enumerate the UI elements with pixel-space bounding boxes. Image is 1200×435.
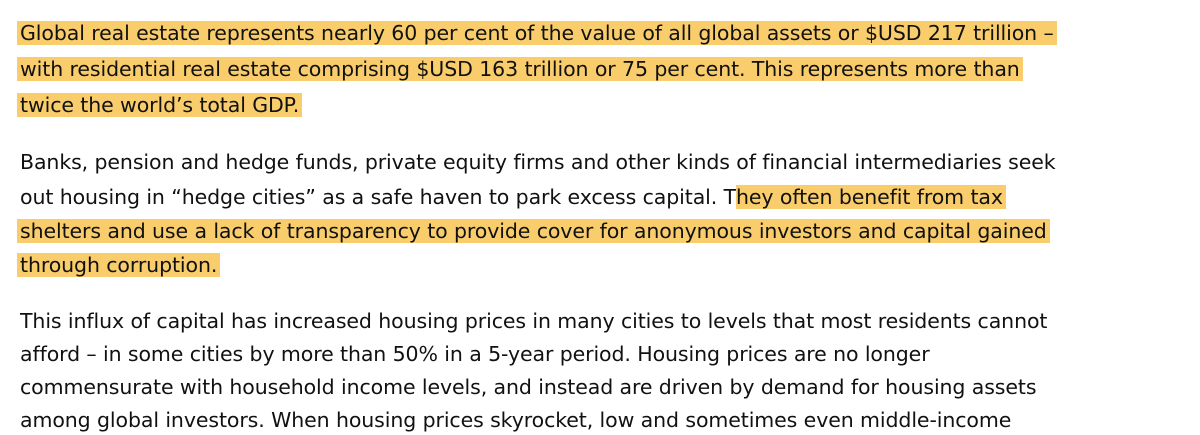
paragraph-2-line-3: shelters and use a lack of transparency … <box>17 214 1050 248</box>
highlighted-text: with residential real estate comprising … <box>17 57 1023 81</box>
body-text: This influx of capital has increased hou… <box>20 309 1048 333</box>
highlighted-text: shelters and use a lack of transparency … <box>17 219 1050 243</box>
paragraph-2-line-1: Banks, pension and hedge funds, private … <box>20 145 1056 179</box>
paragraph-3-line-1: This influx of capital has increased hou… <box>20 304 1047 338</box>
highlighted-text: hey often benefit from tax <box>736 185 1006 209</box>
highlighted-text: Global real estate represents nearly 60 … <box>17 21 1057 45</box>
paragraph-3-line-3: commensurate with household income level… <box>20 370 1037 404</box>
highlighted-text: through corruption. <box>17 253 221 277</box>
body-text: among global investors. When housing pri… <box>20 408 1012 432</box>
paragraph-3-line-2: afford – in some cities by more than 50%… <box>20 337 930 371</box>
highlighted-text: twice the world’s total GDP. <box>17 93 303 117</box>
paragraph-1-line-2: with residential real estate comprising … <box>17 52 1023 86</box>
paragraph-1-line-3: twice the world’s total GDP. <box>17 88 303 122</box>
body-text: Banks, pension and hedge funds, private … <box>20 150 1056 174</box>
body-text: commensurate with household income level… <box>20 375 1037 399</box>
body-text: afford – in some cities by more than 50%… <box>20 342 930 366</box>
paragraph-1-line-1: Global real estate represents nearly 60 … <box>17 16 1057 50</box>
body-text: out housing in “hedge cities” as a safe … <box>20 185 737 209</box>
paragraph-2-line-2: out housing in “hedge cities” as a safe … <box>20 180 1006 214</box>
paragraph-3-line-4: among global investors. When housing pri… <box>20 403 1011 435</box>
paragraph-2-line-4: through corruption. <box>17 248 221 282</box>
